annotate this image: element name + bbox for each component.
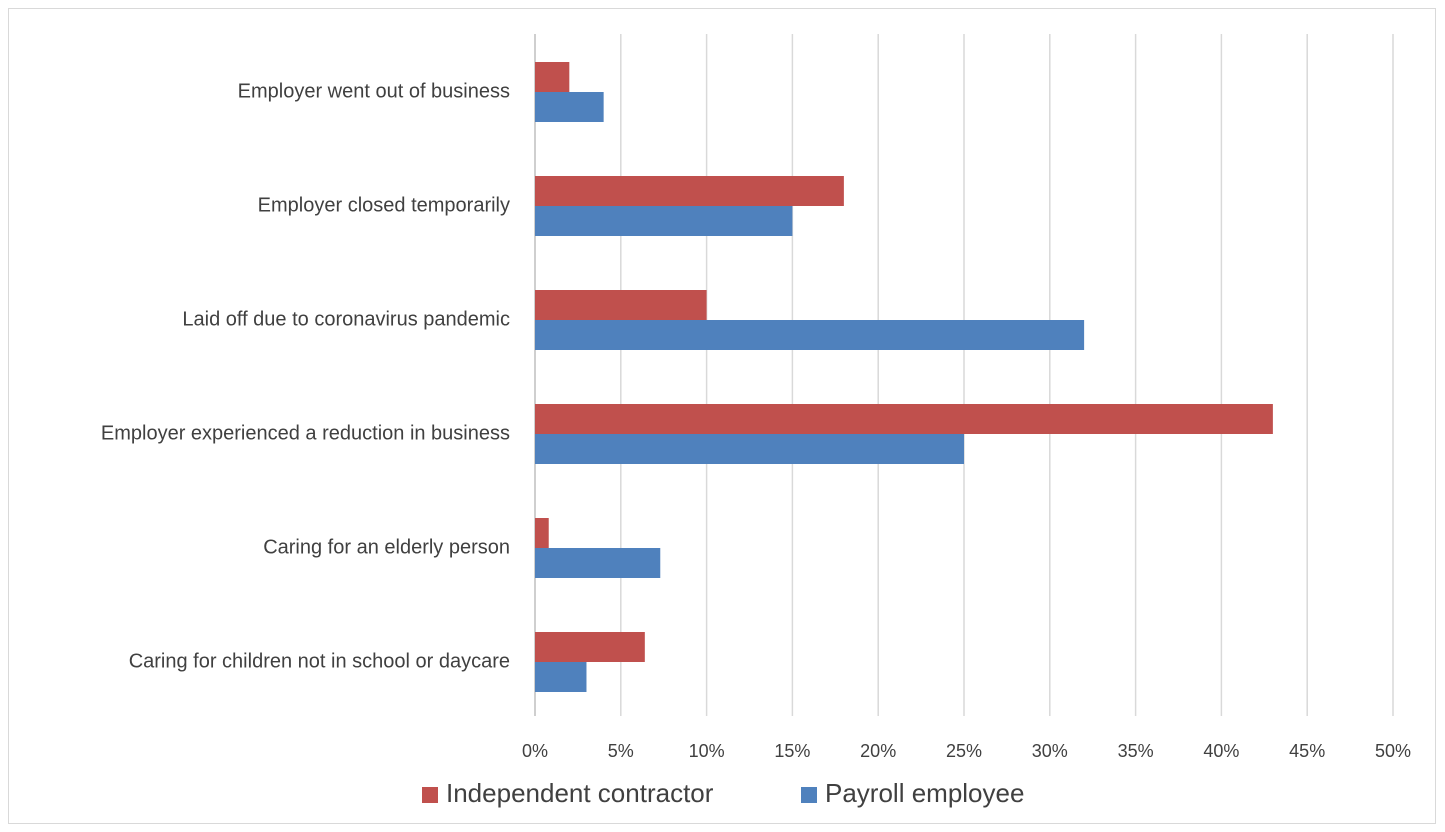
bar-payroll-employee	[535, 434, 964, 464]
bar-payroll-employee	[535, 662, 587, 692]
x-tick-label: 45%	[1289, 741, 1325, 761]
category-label: Caring for children not in school or day…	[129, 650, 510, 672]
x-tick-label: 0%	[522, 741, 548, 761]
bar-independent-contractor	[535, 404, 1273, 434]
legend-payroll-employee-swatch	[801, 787, 817, 803]
category-label: Employer experienced a reduction in busi…	[101, 422, 510, 444]
bar-independent-contractor	[535, 290, 707, 320]
bar-independent-contractor	[535, 62, 570, 92]
legend-independent-contractor-swatch	[422, 787, 438, 803]
bar-independent-contractor	[535, 176, 844, 206]
x-tick-label: 15%	[774, 741, 810, 761]
bar-payroll-employee	[535, 206, 793, 236]
x-tick-label: 5%	[608, 741, 634, 761]
bar-independent-contractor	[535, 518, 549, 548]
bar-independent-contractor	[535, 632, 645, 662]
bar-payroll-employee	[535, 548, 661, 578]
legend-payroll-employee-label: Payroll employee	[825, 778, 1024, 808]
x-tick-label: 25%	[946, 741, 982, 761]
category-label: Caring for an elderly person	[263, 536, 510, 558]
category-label: Employer closed temporarily	[258, 194, 510, 216]
gridlines	[534, 34, 1394, 716]
bar-payroll-employee	[535, 92, 604, 122]
bars	[535, 62, 1273, 692]
bar-payroll-employee	[535, 320, 1085, 350]
legend: Independent contractor Payroll employee	[422, 778, 1024, 808]
x-tick-label: 35%	[1118, 741, 1154, 761]
x-tick-label: 40%	[1203, 741, 1239, 761]
x-tick-label: 50%	[1375, 741, 1411, 761]
category-label: Laid off due to coronavirus pandemic	[182, 308, 510, 330]
category-label: Employer went out of business	[238, 80, 510, 102]
legend-independent-contractor-label: Independent contractor	[446, 778, 714, 808]
category-labels: Employer went out of business Employer cl…	[101, 80, 510, 672]
x-tick-label: 20%	[860, 741, 896, 761]
x-axis-tick-labels: 0% 5% 10% 15% 20% 25% 30% 35% 40% 45% 50%	[522, 741, 1411, 761]
x-tick-label: 10%	[689, 741, 725, 761]
x-tick-label: 30%	[1032, 741, 1068, 761]
